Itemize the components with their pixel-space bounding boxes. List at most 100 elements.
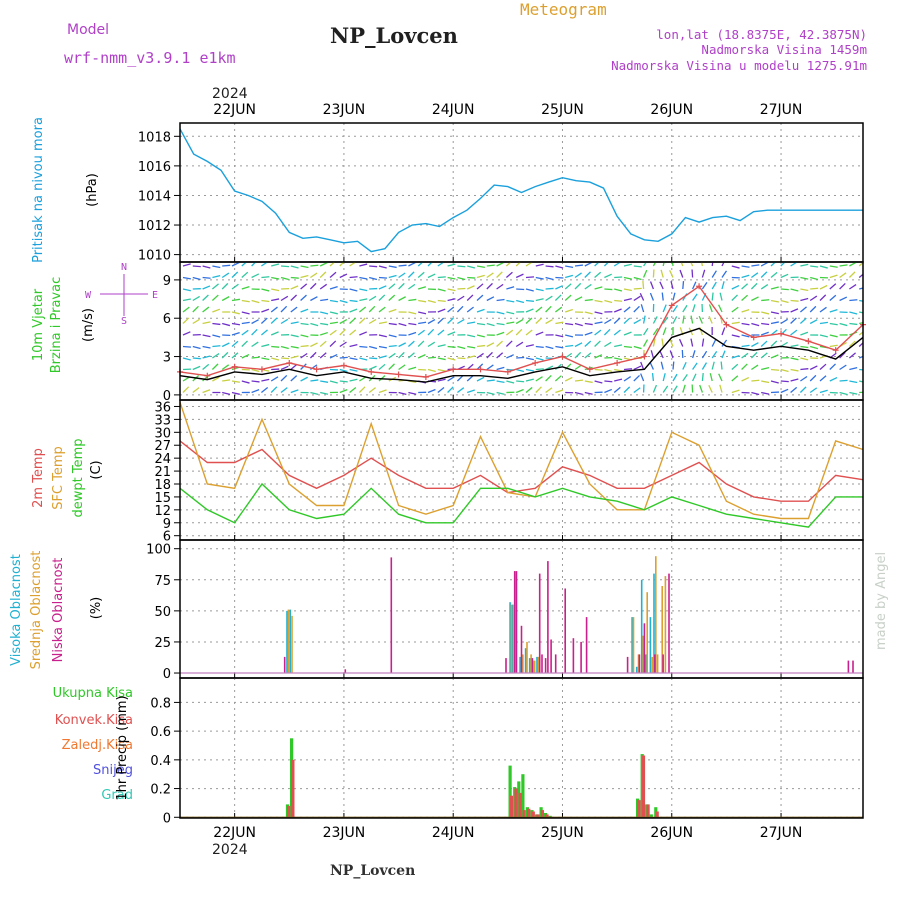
wind-arrow xyxy=(202,306,210,313)
wind-arrow xyxy=(359,276,368,280)
wind-arrow xyxy=(457,357,466,360)
wind-arrow xyxy=(486,282,493,290)
wind-arrow xyxy=(604,380,613,383)
wind-arrow xyxy=(661,338,664,347)
wind-arrow xyxy=(486,342,495,348)
wind-arrow xyxy=(388,334,397,338)
wind-arrow xyxy=(741,363,748,370)
wind-arrow xyxy=(516,368,525,373)
cloud-bar xyxy=(522,654,524,673)
wind-arrow xyxy=(662,373,666,382)
wind-arrow xyxy=(790,329,798,336)
wind-arrow xyxy=(642,280,645,290)
wind-arrow xyxy=(192,276,201,281)
wind-arrow xyxy=(829,265,838,268)
wind-arrow xyxy=(329,262,336,267)
wind-arrow xyxy=(770,340,778,347)
wind-arrow xyxy=(339,368,348,373)
temperature-series-2m-temp xyxy=(179,440,864,502)
wind-arrow xyxy=(427,368,436,373)
wind-arrow xyxy=(623,276,632,280)
precip-bar xyxy=(548,815,552,818)
wind-arrow xyxy=(447,263,456,267)
wind-arrow xyxy=(682,374,688,382)
wind-arrow xyxy=(182,263,191,267)
footer-station: NP_Lovcen xyxy=(330,863,415,879)
cloud-bar xyxy=(537,656,540,674)
wind-arrow xyxy=(672,373,678,382)
wind-arrow xyxy=(718,373,723,382)
wind-arrow xyxy=(819,389,828,394)
cloud-bar xyxy=(643,623,646,673)
wind-arrow xyxy=(770,311,779,315)
wind-arrow xyxy=(535,345,544,349)
wind-arrow xyxy=(271,357,280,361)
wind-arrow xyxy=(565,265,574,269)
temp-ylabel-sfc: SFC Temp xyxy=(51,446,66,510)
wind-arrow xyxy=(271,288,280,292)
wind-arrow xyxy=(427,356,437,359)
wind-arrow xyxy=(368,387,376,394)
compass-east: E xyxy=(152,290,158,301)
wind-arrow xyxy=(447,298,456,302)
wind-arrow xyxy=(584,380,593,384)
cloud-bar xyxy=(580,641,582,673)
wind-arrow xyxy=(849,311,858,315)
wind-arrow xyxy=(221,364,230,371)
wind-arrow xyxy=(819,363,827,370)
wind-arrow xyxy=(290,265,299,269)
wind-arrow xyxy=(260,387,269,394)
wind-gust-point xyxy=(559,353,566,360)
wind-arrow xyxy=(819,265,828,269)
wind-arrow xyxy=(839,391,848,396)
top-date-label: 24JUN xyxy=(432,102,475,118)
model-name: wrf-nmm_v3.9.1 e1km xyxy=(64,49,236,67)
cloud-bar xyxy=(547,561,549,673)
wind-arrow xyxy=(496,262,505,267)
wind-arrow xyxy=(731,306,739,313)
wind-arrow xyxy=(310,379,319,382)
wind-arrow xyxy=(731,389,740,394)
precip-ytick-label: 0.8 xyxy=(150,696,171,711)
wind-arrow xyxy=(221,282,229,290)
wind-arrow xyxy=(369,265,378,268)
wind-gust-point xyxy=(422,374,429,380)
wind-arrow xyxy=(192,345,201,350)
wind-arrow xyxy=(202,265,211,269)
wind-arrow xyxy=(231,332,240,336)
wind-arrow xyxy=(378,345,387,349)
wind-arrow xyxy=(417,354,426,359)
wind-arrow xyxy=(535,288,544,292)
wind-arrow xyxy=(640,361,645,370)
wind-arrow xyxy=(819,294,827,301)
wind-arrow xyxy=(662,304,667,313)
wind-arrow xyxy=(182,357,191,361)
wind-arrow xyxy=(545,295,553,302)
wind-arrow xyxy=(760,283,769,290)
pressure-ytick-label: 1012 xyxy=(138,219,171,234)
wind-arrow xyxy=(800,288,809,292)
wind-arrow xyxy=(339,273,348,279)
wind-arrow xyxy=(604,368,613,373)
wind-arrow xyxy=(780,388,789,394)
wind-arrow xyxy=(614,299,623,302)
wind-arrow xyxy=(407,352,415,359)
wind-arrow xyxy=(780,288,789,291)
wind-arrow xyxy=(515,328,523,336)
wind-arrow xyxy=(679,269,684,278)
wind-arrow xyxy=(319,262,328,267)
wind-arrow xyxy=(388,274,397,279)
wind-arrow xyxy=(682,384,686,393)
precip-bar xyxy=(531,811,535,818)
wind-arrow xyxy=(270,331,279,336)
wind-arrow xyxy=(535,306,543,313)
wind-arrow xyxy=(476,294,484,301)
wind-arrow xyxy=(261,378,270,382)
wind-arrow xyxy=(192,265,201,268)
wind-arrow xyxy=(799,386,807,393)
wind-arrow xyxy=(417,271,425,278)
wind-arrow xyxy=(221,296,230,302)
wind-arrow xyxy=(506,321,515,325)
wind-arrow xyxy=(231,311,240,315)
wind-arrow xyxy=(300,274,309,279)
